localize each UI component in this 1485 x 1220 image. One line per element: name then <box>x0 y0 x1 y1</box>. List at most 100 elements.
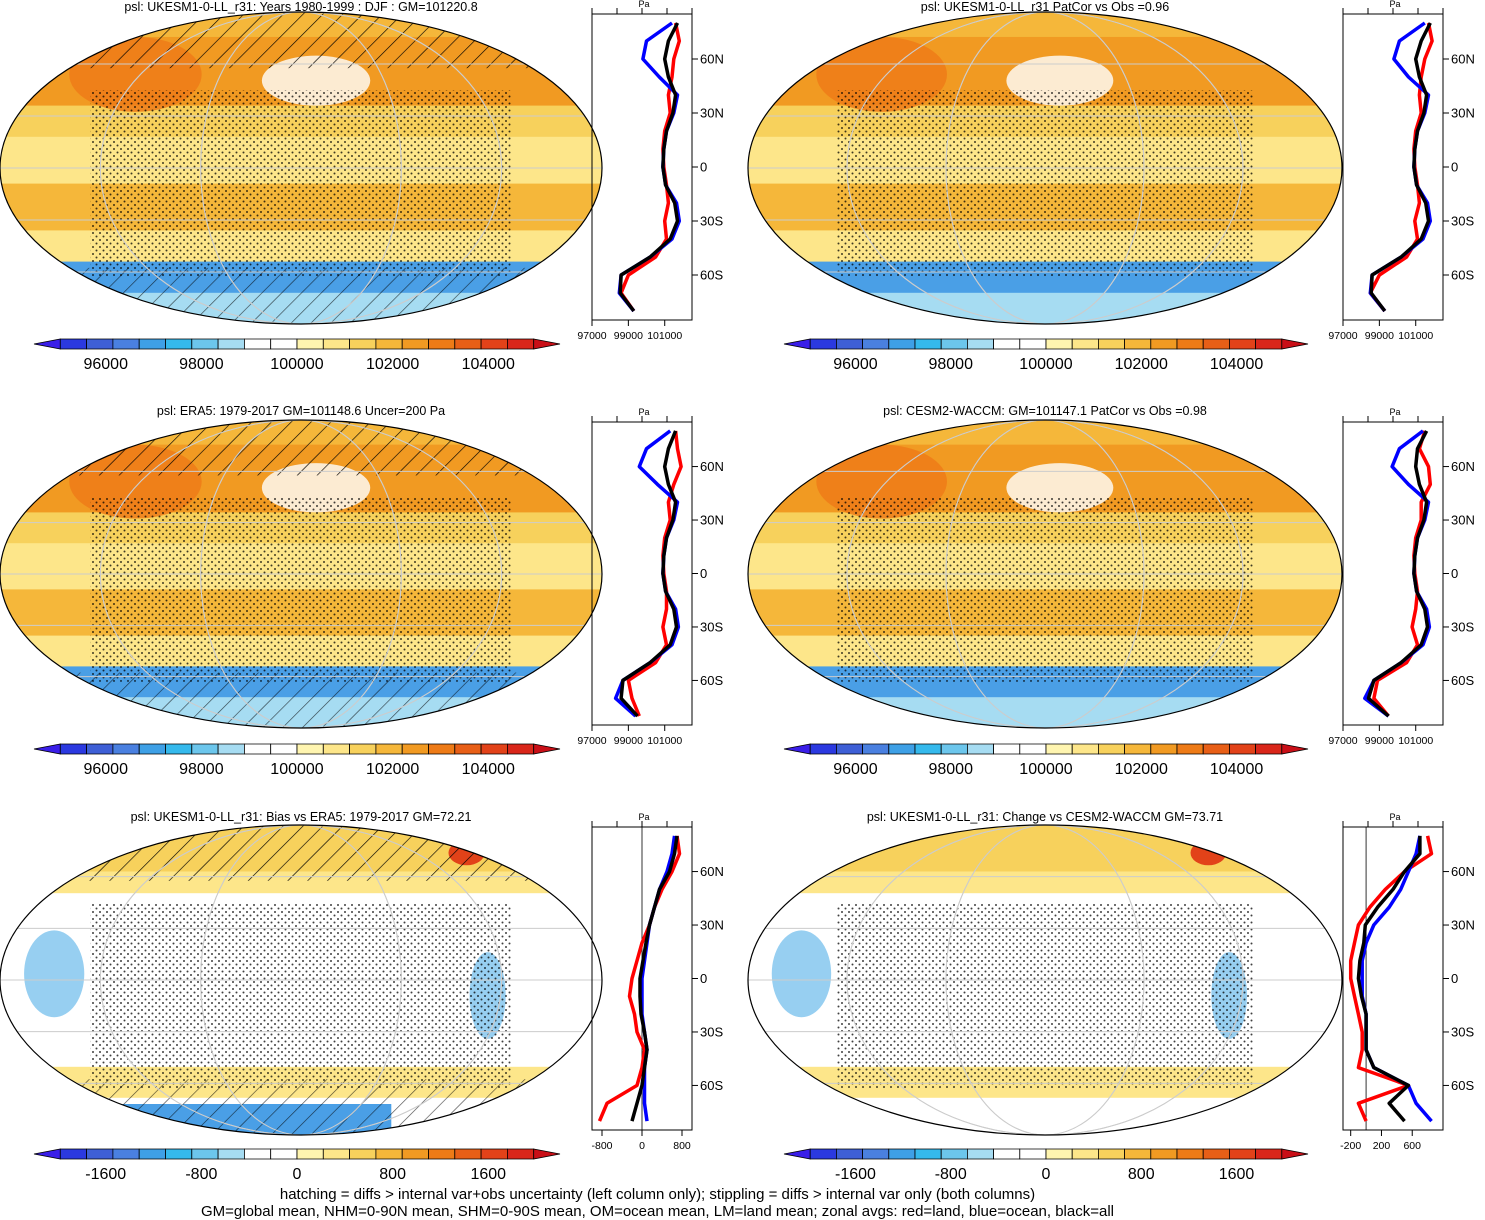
map <box>0 825 602 1135</box>
colorbar-swatch <box>862 743 890 755</box>
zonal-line-all <box>1369 22 1432 313</box>
colorbar: 96000 98000 100000 102000 104000 <box>783 743 1309 778</box>
colorbar-swatch <box>862 338 890 350</box>
lat-tick-label: 60S <box>700 1078 723 1093</box>
colorbar-tick-label: 96000 <box>83 356 128 373</box>
colorbar-tick-label: 98000 <box>928 356 973 373</box>
colorbar-swatch <box>1255 338 1283 350</box>
colorbar-swatch <box>1176 743 1204 755</box>
colorbar-swatch <box>1202 1148 1230 1160</box>
colorbar-swatch <box>914 743 942 755</box>
zonal-tick-label: 101000 <box>1398 735 1433 747</box>
colorbar-tick-label: 104000 <box>462 761 515 778</box>
colorbar-swatch <box>1281 1148 1309 1160</box>
lat-tick-label: 30S <box>1451 214 1474 229</box>
colorbar-swatch <box>1176 1148 1204 1160</box>
africa-negative <box>24 930 85 1018</box>
colorbar-swatch <box>862 1148 890 1160</box>
lat-tick-label: 30S <box>1451 1024 1474 1039</box>
colorbar-swatch <box>1071 338 1099 350</box>
panel-title: psl: UKESM1-0-LL_r31: Change vs CESM2-WA… <box>867 810 1223 824</box>
colorbar-swatch <box>1176 338 1204 350</box>
colorbar-swatch <box>165 338 193 350</box>
colorbar-swatch <box>1045 338 1073 350</box>
colorbar-swatch <box>1071 1148 1099 1160</box>
lat-tick-label: 0 <box>700 566 707 581</box>
graticule <box>0 12 602 324</box>
colorbar-swatch <box>1281 338 1309 350</box>
lat-tick-label: 60N <box>700 459 724 474</box>
meridian <box>945 420 1145 728</box>
colorbar-swatch <box>401 1148 429 1160</box>
africa-negative <box>771 930 832 1018</box>
colorbar-swatch <box>783 338 811 350</box>
zonal-tick-label: 97000 <box>1328 735 1357 747</box>
zonal-tick-label: 600 <box>1403 1140 1421 1152</box>
lat-tick-label: 60N <box>1451 864 1475 879</box>
hatching-south <box>0 1079 602 1135</box>
stippling <box>90 90 512 278</box>
graticule <box>0 420 602 728</box>
colorbar-swatch <box>112 338 140 350</box>
lat-tick-label: 30S <box>700 214 723 229</box>
colorbar-swatch <box>59 1148 87 1160</box>
colorbar-swatch <box>59 338 87 350</box>
meridian <box>99 12 503 324</box>
colorbar-tick-label: 800 <box>1128 1166 1155 1183</box>
lat-tick-label: 60N <box>700 864 724 879</box>
colorbar-swatch <box>243 338 272 350</box>
colorbar-swatch <box>138 743 166 755</box>
map-border <box>0 824 603 1136</box>
zonal-tick-label: 97000 <box>577 735 606 747</box>
lat-tick-label: 60N <box>1451 459 1475 474</box>
colorbar-swatch <box>1202 338 1230 350</box>
zonal-tick-label: 0 <box>639 1140 645 1152</box>
graticule <box>748 12 1342 324</box>
colorbar-swatch <box>1255 1148 1283 1160</box>
colorbar-swatch <box>86 338 114 350</box>
colorbar-swatch <box>296 743 324 755</box>
colorbar-tick-label: 1600 <box>1219 1166 1255 1183</box>
colorbar-swatch <box>809 1148 837 1160</box>
lat-tick-label: 0 <box>1451 971 1458 986</box>
map-border <box>0 419 603 729</box>
map-band <box>748 871 1342 895</box>
colorbar-swatch <box>480 1148 508 1160</box>
colorbar-swatch <box>993 338 1021 350</box>
panel-title: psl: UKESM1-0-LL_r31 PatCor vs Obs =0.96 <box>921 0 1169 14</box>
zonal-line-all <box>618 22 680 313</box>
colorbar-tick-label: 96000 <box>833 761 878 778</box>
meridian <box>945 825 1145 1135</box>
zonal-axis-label: Pa <box>1389 812 1400 822</box>
zonal-line-all <box>630 835 679 1122</box>
colorbar-swatch <box>888 338 916 350</box>
panel-title: psl: CESM2-WACCM: GM=101147.1 PatCor vs … <box>883 404 1207 418</box>
lat-tick-label: 60S <box>700 268 723 283</box>
colorbar-swatch <box>533 1148 561 1160</box>
lat-tick-label: 30S <box>700 1024 723 1039</box>
colorbar-swatch <box>165 1148 193 1160</box>
colorbar-swatch <box>967 1148 994 1160</box>
colorbar-swatch <box>993 743 1021 755</box>
colorbar-swatch <box>1255 743 1283 755</box>
zonal-line-ocean <box>613 429 681 718</box>
colorbar: -1600 -800 0 800 1600 <box>783 1148 1309 1183</box>
colorbar-swatch <box>138 338 166 350</box>
colorbar-swatch <box>506 1148 535 1160</box>
stippling <box>837 497 1253 682</box>
meridian <box>846 825 1244 1135</box>
graticule <box>0 825 602 1135</box>
colorbar-swatch <box>1150 338 1178 350</box>
colorbar-tick-label: 100000 <box>1019 356 1072 373</box>
zonal-line-ocean <box>617 21 682 313</box>
panel-title: psl: ERA5: 1979-2017 GM=101148.6 Uncer=2… <box>157 404 445 418</box>
colorbar-swatch <box>217 1148 245 1160</box>
colorbar-swatch <box>836 338 863 350</box>
meridian <box>99 825 503 1135</box>
colorbar-swatch <box>914 1148 942 1160</box>
map-border <box>747 11 1343 325</box>
zonal-tick-label: -800 <box>591 1140 612 1152</box>
graticule <box>748 420 1342 728</box>
colorbar-swatch <box>809 743 837 755</box>
